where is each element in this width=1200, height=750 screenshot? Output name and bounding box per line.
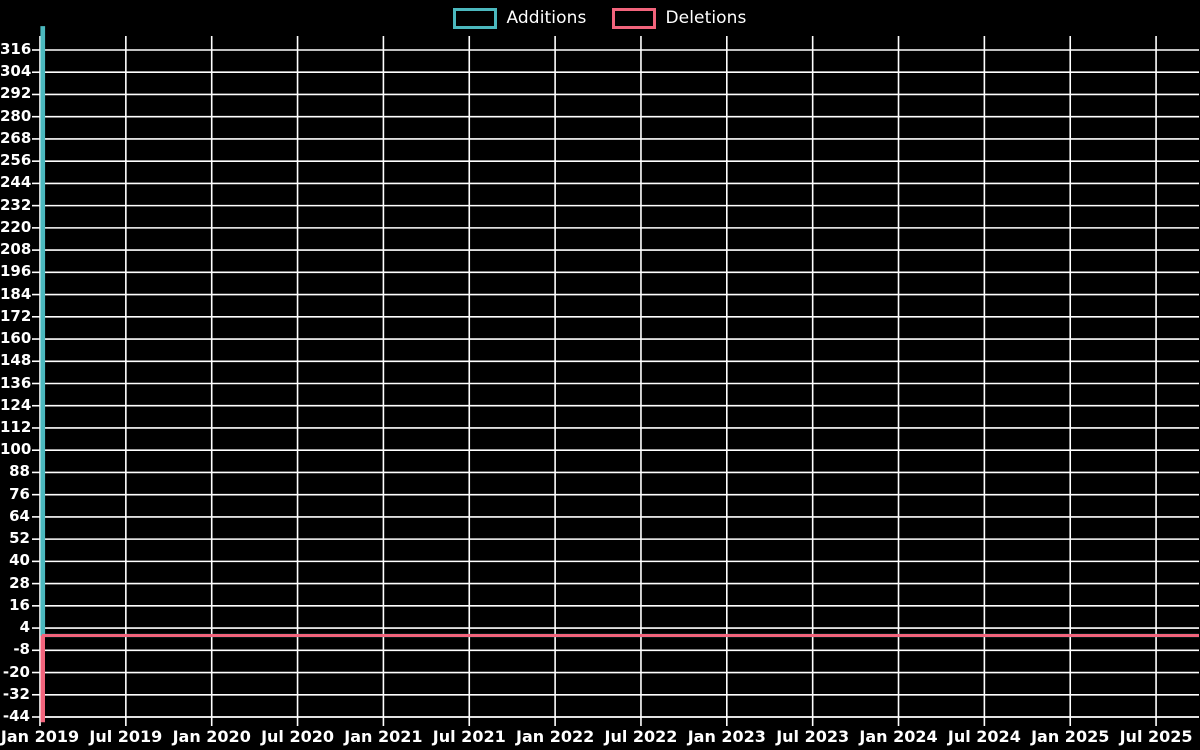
y-tick-label: -8 <box>13 640 30 659</box>
y-tick-label: 196 <box>0 262 32 281</box>
y-tick-label: 292 <box>0 84 32 103</box>
y-tick-label: 160 <box>0 329 32 348</box>
legend-label-additions: Additions <box>506 8 587 28</box>
series-line-deletions <box>40 633 1199 723</box>
y-tick-label: 52 <box>9 529 30 548</box>
x-tick-label: Jan 2025 <box>1031 727 1110 746</box>
y-tick-label: 88 <box>9 462 30 481</box>
x-tick-label: Jan 2019 <box>0 727 80 746</box>
legend-swatch-deletions-icon <box>612 7 657 29</box>
y-tick-label: -20 <box>2 662 30 681</box>
axis-lines <box>39 36 1199 718</box>
x-tick-label: Jul 2025 <box>1119 727 1193 746</box>
x-gridlines <box>39 36 1157 726</box>
y-tick-label: 316 <box>0 40 32 58</box>
x-tick-label: Jan 2024 <box>859 727 938 746</box>
y-tick-label: 244 <box>0 173 32 192</box>
y-tick-label: 124 <box>0 395 32 414</box>
x-tick-label: Jul 2024 <box>947 727 1021 746</box>
y-tick-label: 16 <box>9 595 30 614</box>
legend-entry-deletions[interactable]: Deletions <box>612 7 747 29</box>
y-tick-label: -44 <box>2 707 30 725</box>
y-tick-label: 64 <box>9 506 30 525</box>
x-tick-label: Jan 2020 <box>172 727 251 746</box>
y-tick-label: 232 <box>0 195 32 214</box>
y-tick-label: 136 <box>0 373 32 392</box>
y-tick-label: 304 <box>0 62 32 81</box>
x-tick-label: Jul 2022 <box>604 727 678 746</box>
y-gridlines <box>32 49 1199 718</box>
y-tick-label: 268 <box>0 128 32 147</box>
x-tick-label: Jan 2021 <box>344 727 423 746</box>
y-tick-label: 28 <box>9 573 30 592</box>
x-tick-label: Jan 2022 <box>515 727 595 746</box>
series-line-additions <box>40 26 1199 638</box>
chart-legend: Additions Deletions <box>0 0 1200 36</box>
y-tick-label: 184 <box>0 284 32 303</box>
y-tick-label: 76 <box>9 484 30 503</box>
x-tick-label: Jan 2023 <box>687 727 766 746</box>
legend-swatch-additions-icon <box>453 7 498 29</box>
y-tick-label: 280 <box>0 106 32 125</box>
y-tick-label: 148 <box>0 351 32 370</box>
y-tick-label: 256 <box>0 151 32 170</box>
x-tick-label: Jul 2023 <box>776 727 850 746</box>
y-tick-label: 220 <box>0 217 32 236</box>
y-tick-label: 40 <box>9 551 30 570</box>
y-tick-label: 112 <box>0 417 32 436</box>
x-tick-label: Jul 2021 <box>432 727 506 746</box>
legend-label-deletions: Deletions <box>665 8 747 28</box>
y-tick-label: 4 <box>19 618 30 637</box>
x-tick-label: Jul 2019 <box>89 727 163 746</box>
y-tick-label: 172 <box>0 306 32 325</box>
legend-entry-additions[interactable]: Additions <box>453 7 587 29</box>
y-tick-label: 208 <box>0 240 32 259</box>
y-tick-label: -32 <box>2 684 30 703</box>
series-lines <box>40 26 1199 723</box>
x-tick-label: Jul 2020 <box>261 727 335 746</box>
y-tick-label: 100 <box>0 440 32 459</box>
